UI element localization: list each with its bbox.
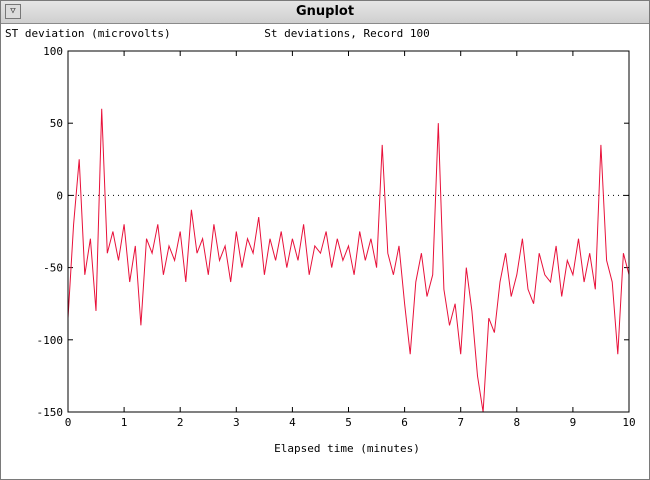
x-tick-label: 3 xyxy=(233,416,240,429)
x-tick-label: 2 xyxy=(177,416,184,429)
st-deviation-series-line xyxy=(67,108,630,413)
x-tick-label: 7 xyxy=(457,416,464,429)
x-tick-label: 8 xyxy=(513,416,520,429)
y-tick-label: -100 xyxy=(37,334,64,347)
y-tick-label: -150 xyxy=(37,406,64,419)
window-menu-icon[interactable]: ▽ xyxy=(5,4,21,19)
x-axis-ticks: 0 1 2 3 4 5 6 7 8 9 10 xyxy=(65,51,636,429)
x-tick-label: 9 xyxy=(570,416,577,429)
x-tick-label: 6 xyxy=(401,416,408,429)
x-tick-label: 4 xyxy=(289,416,296,429)
y-tick-label: 50 xyxy=(50,117,63,130)
window-title: Gnuplot xyxy=(295,4,355,19)
chart-title: St deviations, Record 100 xyxy=(264,27,430,40)
y-axis-label: ST deviation (microvolts) xyxy=(5,27,171,40)
x-axis-label: Elapsed time (minutes) xyxy=(274,442,420,455)
y-axis-ticks: -150 -100 -50 0 50 100 xyxy=(37,45,629,419)
plot-area: ST deviation (microvolts) St deviations,… xyxy=(5,27,636,455)
x-tick-label: 0 xyxy=(65,416,72,429)
y-tick-label: 100 xyxy=(43,45,63,58)
x-tick-label: 10 xyxy=(622,416,635,429)
title-bar[interactable]: ▽ Gnuplot xyxy=(1,1,649,24)
y-tick-label: -50 xyxy=(43,262,63,275)
series-layer xyxy=(67,108,630,413)
plot-border xyxy=(67,50,630,413)
x-tick-label: 1 xyxy=(121,416,128,429)
y-tick-label: 0 xyxy=(56,189,63,202)
x-tick-label: 5 xyxy=(345,416,352,429)
